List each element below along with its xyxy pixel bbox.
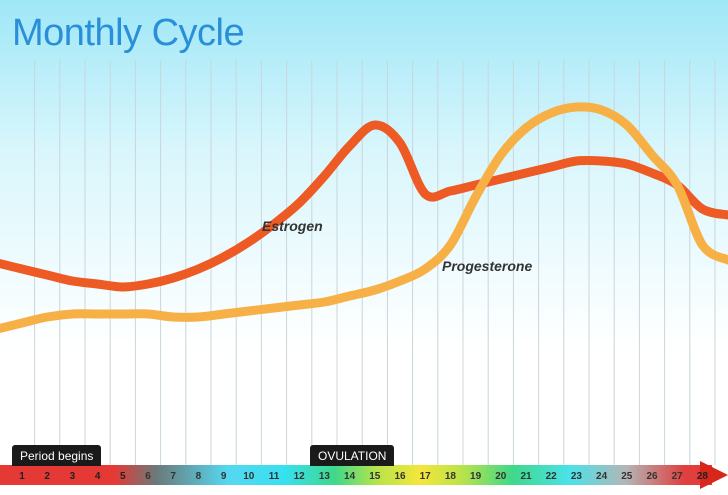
- day-label: 28: [697, 471, 709, 482]
- day-label: 27: [672, 471, 684, 482]
- day-label: 26: [646, 471, 658, 482]
- day-label: 10: [243, 471, 255, 482]
- day-label: 20: [495, 471, 507, 482]
- day-label: 15: [369, 471, 381, 482]
- day-label: 8: [196, 471, 202, 482]
- period-begins-tag: Period begins: [12, 445, 102, 466]
- day-label: 7: [170, 471, 176, 482]
- day-bar: [0, 465, 712, 485]
- progesterone-label: Progesterone: [442, 258, 532, 274]
- day-label: 16: [394, 471, 406, 482]
- day-label: 13: [319, 471, 331, 482]
- day-label: 23: [571, 471, 583, 482]
- day-label: 19: [470, 471, 482, 482]
- day-label: 11: [269, 471, 280, 482]
- day-label: 21: [520, 471, 532, 482]
- day-label: 22: [546, 471, 558, 482]
- day-label: 17: [420, 471, 432, 482]
- day-label: 3: [70, 471, 76, 482]
- day-bar-arrow-head: [700, 461, 728, 489]
- page-title: Monthly Cycle: [12, 12, 245, 54]
- day-gridlines: [34, 60, 716, 465]
- day-label: 24: [596, 471, 608, 482]
- day-label: 5: [120, 471, 126, 482]
- day-label: 2: [44, 471, 50, 482]
- day-labels: 1 2 3 4 5 6 7 8 9 10 11 12 13 14 15 16 17 18 19 20 21 22 23 24 2…: [19, 471, 708, 482]
- estrogen-label: Estrogen: [262, 218, 323, 234]
- day-label: 25: [621, 471, 633, 482]
- progesterone-line: [0, 102, 728, 333]
- day-label: 9: [221, 471, 227, 482]
- day-label: 1: [19, 471, 25, 482]
- day-label: 12: [294, 471, 306, 482]
- day-label: 14: [344, 471, 356, 482]
- estrogen-line: [0, 120, 728, 292]
- day-label: 4: [95, 471, 101, 482]
- series-lines: [0, 102, 728, 333]
- day-label: 6: [145, 471, 151, 482]
- ovulation-tag: OVULATION: [310, 445, 395, 466]
- day-label: 18: [445, 471, 457, 482]
